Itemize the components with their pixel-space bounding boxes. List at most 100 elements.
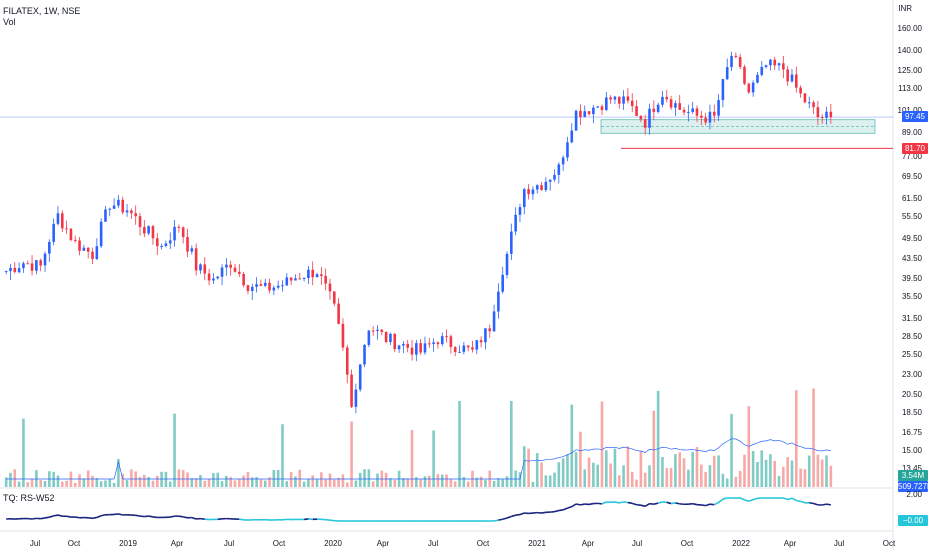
rs-line-segment xyxy=(148,515,154,518)
candle-body xyxy=(760,66,764,75)
candle-body xyxy=(570,130,574,143)
volume-bar xyxy=(643,472,647,487)
volume-bar xyxy=(307,478,310,487)
rs-line-segment xyxy=(692,502,698,506)
candle-body xyxy=(436,342,440,345)
candle-body xyxy=(492,311,496,332)
candle-body xyxy=(471,347,474,350)
price-tick-label: 35.50 xyxy=(901,292,922,301)
candle-body xyxy=(155,238,159,247)
price-tick-label: 140.00 xyxy=(897,46,922,55)
rs-line-segment xyxy=(739,497,745,501)
candle-body xyxy=(574,110,578,131)
volume-bar xyxy=(652,410,656,487)
volume-bar xyxy=(527,448,530,487)
volume-bar xyxy=(674,454,677,487)
candle-body xyxy=(773,59,777,66)
candle-body xyxy=(643,119,647,128)
candle-body xyxy=(108,208,112,210)
rs-line-segment xyxy=(744,499,750,503)
volume-bar xyxy=(108,479,112,487)
candle-body xyxy=(527,189,530,195)
candle-body xyxy=(557,164,561,175)
rs-line-segment xyxy=(791,497,797,502)
volume-bar xyxy=(238,478,241,487)
volume-bar xyxy=(574,452,578,487)
volume-bar xyxy=(708,465,712,487)
price-tick-label: 28.50 xyxy=(901,332,922,341)
candle-body xyxy=(738,57,742,67)
rs-line-segment xyxy=(493,519,499,522)
rs-line-segment xyxy=(575,503,581,506)
candle-body xyxy=(389,333,392,343)
candle-body xyxy=(147,226,150,234)
volume-bar xyxy=(566,454,569,487)
candle-body xyxy=(134,213,137,217)
rs-line-segment xyxy=(653,502,659,505)
candle-body xyxy=(553,174,556,180)
candle-body xyxy=(548,179,552,182)
candle-body xyxy=(730,55,733,68)
volume-bar xyxy=(717,455,720,487)
candle-body xyxy=(579,110,582,118)
rs-line-segment xyxy=(701,504,706,507)
volume-bar xyxy=(518,472,522,487)
candle-body xyxy=(203,264,207,274)
candle-body xyxy=(453,347,457,353)
volume-legend[interactable]: Vol xyxy=(3,17,16,27)
candle-body xyxy=(65,228,68,230)
volume-bar xyxy=(52,471,55,487)
candle-body xyxy=(276,285,280,288)
volume-bar xyxy=(324,479,327,487)
candle-body xyxy=(652,108,656,112)
volume-bar xyxy=(492,481,496,487)
volume-bar xyxy=(583,469,587,487)
volume-bar xyxy=(216,472,220,487)
volume-bar xyxy=(738,470,742,487)
volume-bar xyxy=(22,418,25,487)
volume-bar xyxy=(371,481,375,487)
volume-bar xyxy=(587,457,591,487)
candle-body xyxy=(397,345,401,350)
rs-line-segment xyxy=(631,502,637,506)
volume-bar xyxy=(212,473,215,487)
rs-line-segment xyxy=(100,513,106,517)
candle-body xyxy=(259,284,263,286)
price-tick-label: 31.50 xyxy=(901,314,922,323)
indicator-legend[interactable]: TQ: RS-W52 xyxy=(3,493,55,503)
candle-body xyxy=(820,117,824,119)
candle-body xyxy=(229,264,232,268)
rs-line-segment xyxy=(800,500,806,504)
volume-bar xyxy=(816,454,820,487)
volume-bar xyxy=(242,475,245,487)
candle-body xyxy=(138,216,142,228)
rs-line-segment xyxy=(53,514,59,517)
rs-line-segment xyxy=(170,515,175,518)
candle-body xyxy=(255,284,258,287)
volume-bar xyxy=(782,466,785,487)
volume-bar xyxy=(553,472,556,487)
rs-line-segment xyxy=(644,503,650,507)
volume-bar xyxy=(786,457,789,487)
candle-body xyxy=(393,333,397,350)
candle-body xyxy=(190,248,194,252)
rs-line-segment xyxy=(191,516,197,520)
candle-body xyxy=(497,291,500,312)
symbol-legend[interactable]: FILATEX, 1W, NSE xyxy=(3,6,81,16)
volume-bar xyxy=(510,400,513,487)
volume-bar xyxy=(225,475,228,487)
candle-body xyxy=(661,96,664,105)
candle-body xyxy=(307,269,310,278)
rs-line-segment xyxy=(718,498,724,504)
rs-line-segment xyxy=(57,514,63,517)
candle-body xyxy=(73,239,77,241)
volume-bar xyxy=(35,470,38,487)
candle-body xyxy=(605,97,608,110)
time-axis-label: Jul xyxy=(427,539,439,548)
candle-body xyxy=(13,267,17,273)
volume-bar xyxy=(548,475,552,487)
volume-bar xyxy=(661,457,664,487)
candle-body xyxy=(415,343,418,355)
